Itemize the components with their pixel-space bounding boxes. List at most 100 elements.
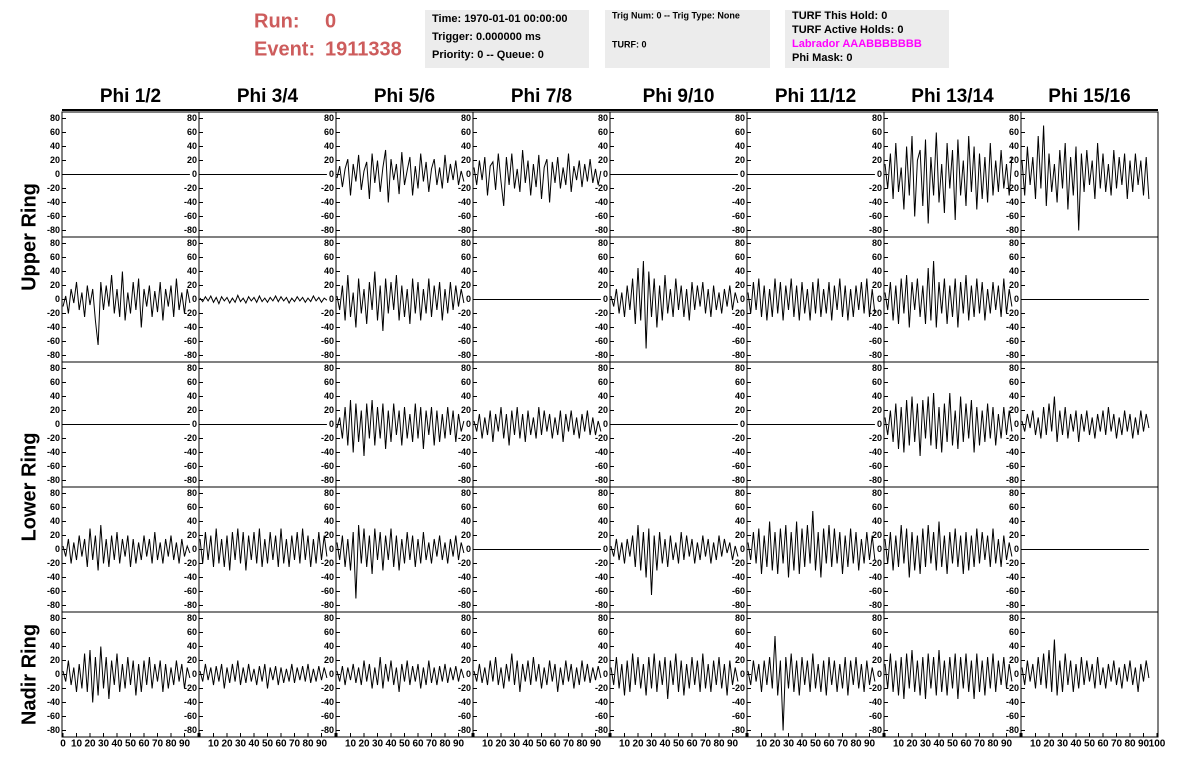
y-tick-label: -20: [47, 308, 60, 318]
y-tick-label: 40: [324, 141, 334, 151]
y-tick-label: 40: [50, 141, 60, 151]
y-tick-label: -60: [321, 211, 334, 221]
column-header: Phi 3/4: [237, 86, 299, 107]
y-tick-label: -40: [47, 197, 60, 207]
y-tick-label: -20: [184, 683, 197, 693]
y-tick-label: -60: [869, 211, 882, 221]
y-tick-label: 20: [461, 405, 471, 415]
y-tick-label: -80: [595, 600, 608, 610]
x-tick-label: 90: [453, 739, 465, 750]
y-tick-label: 60: [187, 502, 197, 512]
y-tick-label: -40: [184, 572, 197, 582]
y-tick-label: 0: [740, 669, 745, 679]
y-tick-label: -80: [1006, 725, 1019, 735]
x-tick-label: 20: [221, 739, 233, 750]
y-tick-label: 40: [187, 516, 197, 526]
trig-box: [605, 10, 770, 68]
y-tick-label: -80: [732, 475, 745, 485]
waveform: [336, 399, 465, 457]
y-tick-label: 20: [1009, 280, 1019, 290]
x-tick-label: 80: [302, 739, 314, 750]
y-tick-label: 40: [50, 391, 60, 401]
ring-label: Nadir Ring: [18, 624, 40, 725]
y-tick-label: 20: [1009, 405, 1019, 415]
y-tick-label: -20: [184, 433, 197, 443]
y-tick-label: -20: [184, 558, 197, 568]
time: Time: 1970-01-01 00:00:00: [432, 13, 568, 25]
y-tick-label: 80: [324, 488, 334, 498]
y-tick-label: -80: [595, 475, 608, 485]
y-tick-label: 80: [598, 238, 608, 248]
waveform: [473, 149, 602, 207]
y-tick-label: -40: [595, 572, 608, 582]
x-tick-label: 30: [920, 739, 932, 750]
y-tick-label: -80: [321, 475, 334, 485]
y-tick-label: 20: [598, 655, 608, 665]
y-tick-label: -40: [732, 197, 745, 207]
y-tick-label: -80: [321, 350, 334, 360]
x-tick-label: 10: [756, 739, 768, 750]
y-tick-label: 40: [461, 641, 471, 651]
y-tick-label: -80: [184, 350, 197, 360]
y-tick-label: 60: [324, 377, 334, 387]
waveform: [1021, 396, 1150, 443]
y-tick-label: 80: [50, 113, 60, 123]
y-tick-label: -20: [595, 433, 608, 443]
y-tick-label: 60: [324, 127, 334, 137]
y-tick-label: -20: [732, 183, 745, 193]
y-tick-label: 80: [50, 613, 60, 623]
y-tick-label: 40: [735, 391, 745, 401]
y-tick-label: -60: [321, 336, 334, 346]
waveform: [199, 528, 328, 571]
y-tick-label: -40: [595, 697, 608, 707]
y-tick-label: 60: [50, 502, 60, 512]
ring-label: Upper Ring: [18, 183, 40, 291]
y-tick-label: 80: [872, 613, 882, 623]
y-tick-label: 20: [735, 280, 745, 290]
y-tick-label: -60: [184, 211, 197, 221]
y-tick-label: 0: [1014, 669, 1019, 679]
y-tick-label: -80: [1006, 600, 1019, 610]
y-tick-label: -60: [595, 211, 608, 221]
y-tick-label: 60: [872, 252, 882, 262]
y-tick-label: -60: [47, 211, 60, 221]
y-tick-label: -60: [595, 586, 608, 596]
y-tick-label: -40: [1006, 697, 1019, 707]
y-tick-label: 20: [872, 280, 882, 290]
y-tick-label: -20: [595, 183, 608, 193]
y-tick-label: -40: [1006, 447, 1019, 457]
y-tick-label: 40: [187, 391, 197, 401]
y-tick-label: -20: [1006, 683, 1019, 693]
y-tick-label: 0: [877, 544, 882, 554]
y-tick-label: 80: [735, 488, 745, 498]
y-tick-label: 60: [872, 627, 882, 637]
y-tick-label: 80: [461, 113, 471, 123]
x-tick-label: 10: [1030, 739, 1042, 750]
x-tick-label: 70: [837, 739, 849, 750]
x-tick-label: 10: [345, 739, 357, 750]
column-header: Phi 7/8: [511, 86, 572, 107]
x-tick-label: 20: [632, 739, 644, 750]
y-tick-label: 60: [187, 627, 197, 637]
y-tick-label: 80: [324, 363, 334, 373]
y-tick-label: 0: [192, 294, 197, 304]
y-tick-label: 40: [598, 641, 608, 651]
x-tick-label: 50: [536, 739, 548, 750]
column-header: Phi 13/14: [911, 86, 994, 107]
phi-mask: Phi Mask: 0: [792, 52, 853, 64]
column-header: Phi 5/6: [374, 86, 435, 107]
waveform: [336, 656, 465, 693]
y-tick-label: -20: [1006, 433, 1019, 443]
x-tick-label: 70: [700, 739, 712, 750]
y-tick-label: 80: [598, 363, 608, 373]
y-tick-label: -40: [869, 447, 882, 457]
y-tick-label: 0: [192, 169, 197, 179]
y-tick-label: -20: [47, 683, 60, 693]
y-tick-label: -80: [869, 225, 882, 235]
y-tick-label: -40: [47, 572, 60, 582]
y-tick-label: 60: [461, 127, 471, 137]
y-tick-label: 40: [598, 266, 608, 276]
y-tick-label: 60: [461, 502, 471, 512]
y-tick-label: -40: [869, 197, 882, 207]
